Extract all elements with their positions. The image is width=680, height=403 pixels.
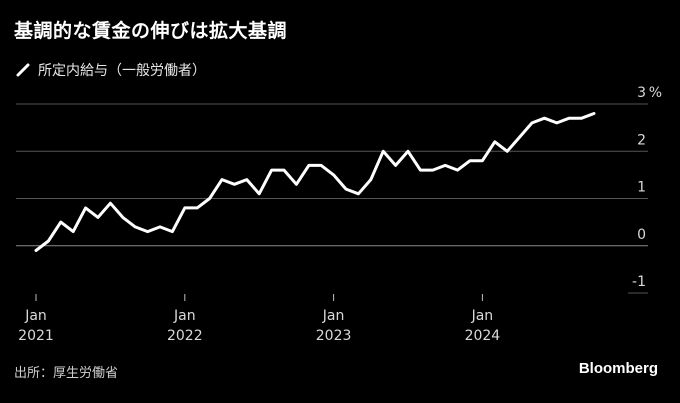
- source-note: 出所：厚生労働省: [14, 366, 119, 381]
- chart-title: 基調的な賃金の伸びは拡大基調: [14, 20, 288, 42]
- x-tick-label-year: 2022: [167, 328, 203, 344]
- legend-label: 所定内給与（一般労働者）: [38, 63, 206, 79]
- grid-lines: [16, 103, 648, 294]
- series-line: [34, 112, 596, 252]
- x-tick-label-month: Jan: [322, 308, 345, 324]
- x-axis-ticks: Jan 2021 Jan 2022 Jan 2023 Jan 2024: [18, 294, 500, 344]
- y-unit-label: %: [649, 85, 662, 101]
- y-tick-label: -1: [632, 274, 646, 290]
- x-tick-label-month: Jan: [173, 308, 196, 324]
- legend-line-icon: [16, 63, 30, 77]
- series-layer: [34, 112, 596, 252]
- x-tick-label-year: 2021: [18, 328, 54, 344]
- y-axis-ticks: 3 % 2 1 0 -1: [632, 85, 662, 290]
- y-tick-label: 3: [637, 85, 646, 101]
- x-tick-label-year: 2024: [465, 328, 501, 344]
- x-tick-label-month: Jan: [24, 308, 47, 324]
- y-tick-label: 2: [637, 132, 646, 148]
- y-tick-label: 0: [637, 227, 646, 243]
- x-tick-label-year: 2023: [316, 328, 352, 344]
- y-tick-label: 1: [637, 180, 646, 196]
- bloomberg-logo: Bloomberg: [578, 360, 658, 377]
- x-tick-label-month: Jan: [471, 308, 494, 324]
- legend: 所定内給与（一般労働者）: [16, 60, 206, 80]
